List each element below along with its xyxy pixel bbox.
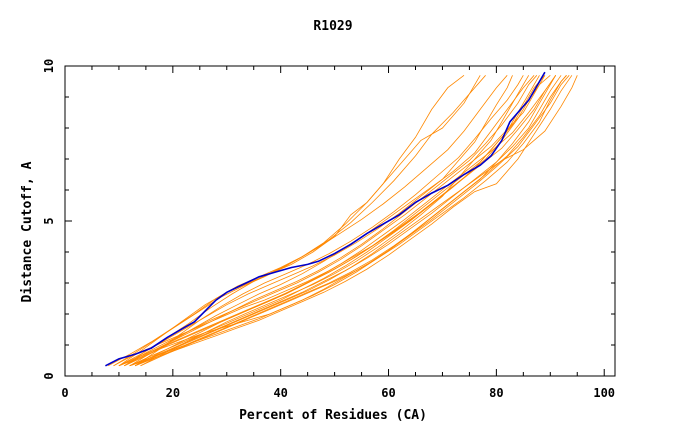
series-line-22: [134, 75, 578, 367]
plot-frame: [64, 65, 616, 377]
series-line-10: [129, 75, 557, 367]
x-axis: 0 20 40 60 80 100: [61, 66, 615, 400]
series-line-11: [134, 75, 562, 367]
x-tick-label: 80: [489, 386, 503, 400]
x-axis-label: Percent of Residues (CA): [239, 408, 427, 423]
series-line-2: [118, 74, 465, 367]
x-tick-label: 20: [166, 386, 180, 400]
y-tick-label: 0: [42, 372, 56, 379]
chart-title: R1029: [313, 19, 352, 34]
series-line-9: [118, 74, 551, 367]
series-line-13: [129, 75, 573, 367]
series-line-19: [118, 75, 513, 367]
plot-lines: [105, 71, 578, 367]
series-line-6: [124, 75, 538, 367]
x-tick-label: 100: [593, 386, 615, 400]
x-tick-label: 0: [61, 386, 68, 400]
y-tick-label: 10: [42, 59, 56, 73]
series-line-highlight: [105, 71, 546, 367]
series-line-4: [124, 75, 508, 367]
y-axis-label: Distance Cutoff, A: [20, 161, 35, 302]
series-line-14: [118, 75, 567, 367]
series-line-18: [140, 75, 530, 367]
series-line-15: [113, 75, 557, 367]
x-tick-label: 40: [273, 386, 287, 400]
series-line-1: [107, 75, 481, 367]
x-tick-label: 60: [381, 386, 395, 400]
series-line-16: [124, 75, 546, 367]
series-line-20: [129, 75, 570, 367]
y-tick-label: 5: [42, 217, 56, 224]
series-line-21: [124, 75, 557, 367]
y-axis: 0 5 10: [42, 59, 615, 380]
series-line-17: [134, 75, 524, 367]
